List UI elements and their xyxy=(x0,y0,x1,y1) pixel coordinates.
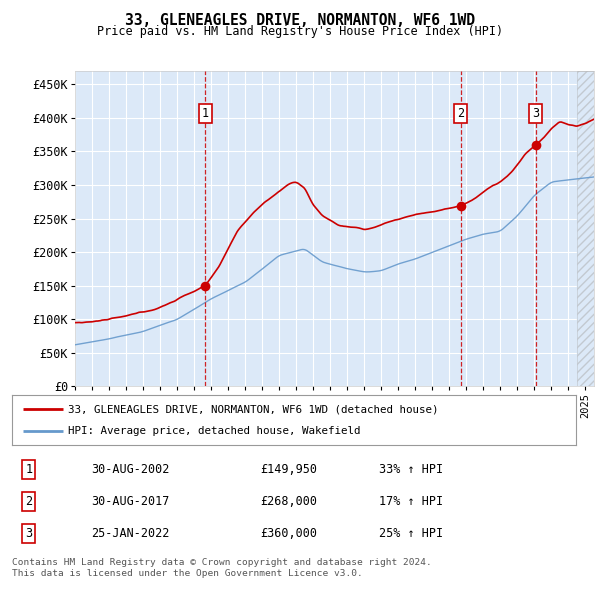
Text: 17% ↑ HPI: 17% ↑ HPI xyxy=(379,495,443,508)
Text: This data is licensed under the Open Government Licence v3.0.: This data is licensed under the Open Gov… xyxy=(12,569,363,578)
Text: 33% ↑ HPI: 33% ↑ HPI xyxy=(379,463,443,476)
Text: 30-AUG-2002: 30-AUG-2002 xyxy=(91,463,169,476)
Bar xyxy=(577,71,600,386)
Text: 25-JAN-2022: 25-JAN-2022 xyxy=(91,527,169,540)
Text: 33, GLENEAGLES DRIVE, NORMANTON, WF6 1WD: 33, GLENEAGLES DRIVE, NORMANTON, WF6 1WD xyxy=(125,13,475,28)
Text: £268,000: £268,000 xyxy=(260,495,317,508)
Text: 2: 2 xyxy=(25,495,32,508)
Text: Contains HM Land Registry data © Crown copyright and database right 2024.: Contains HM Land Registry data © Crown c… xyxy=(12,558,432,566)
Text: 25% ↑ HPI: 25% ↑ HPI xyxy=(379,527,443,540)
Text: 1: 1 xyxy=(25,463,32,476)
Text: 1: 1 xyxy=(202,107,209,120)
Text: HPI: Average price, detached house, Wakefield: HPI: Average price, detached house, Wake… xyxy=(68,427,361,437)
Text: 30-AUG-2017: 30-AUG-2017 xyxy=(91,495,169,508)
Text: £360,000: £360,000 xyxy=(260,527,317,540)
Bar xyxy=(577,71,600,386)
Text: 33, GLENEAGLES DRIVE, NORMANTON, WF6 1WD (detached house): 33, GLENEAGLES DRIVE, NORMANTON, WF6 1WD… xyxy=(68,404,439,414)
Text: 2: 2 xyxy=(457,107,464,120)
Text: 3: 3 xyxy=(532,107,539,120)
Text: Price paid vs. HM Land Registry's House Price Index (HPI): Price paid vs. HM Land Registry's House … xyxy=(97,25,503,38)
Text: 3: 3 xyxy=(25,527,32,540)
Text: £149,950: £149,950 xyxy=(260,463,317,476)
